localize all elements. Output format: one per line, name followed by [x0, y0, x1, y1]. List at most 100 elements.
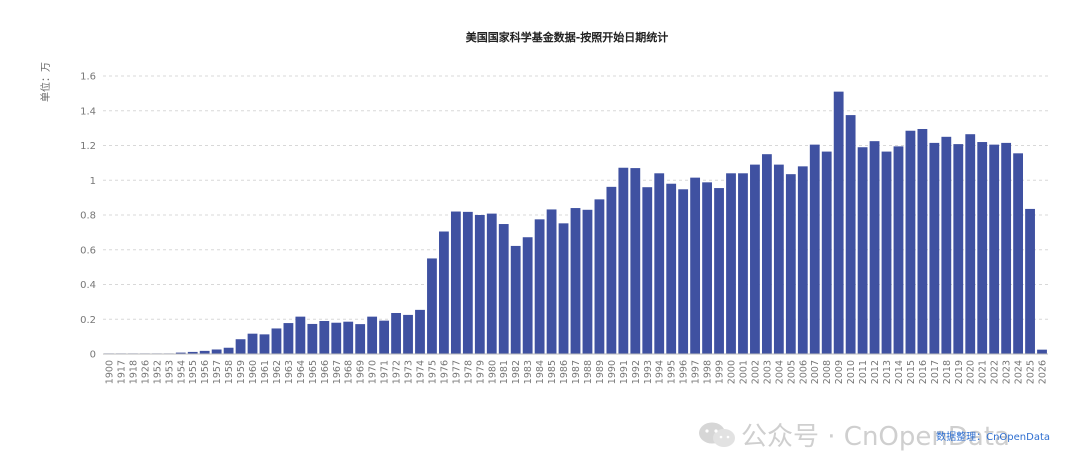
bar — [510, 245, 521, 354]
bar — [654, 173, 665, 354]
bar — [343, 321, 354, 354]
chart-title: 美国国家科学基金数据-按照开始日期统计 — [466, 30, 669, 44]
source-link[interactable]: 数据整理：CnOpenData — [936, 432, 1050, 443]
x-tick-label: 2015 — [906, 360, 917, 384]
bar — [678, 189, 689, 354]
x-tick-label: 1984 — [535, 360, 546, 384]
x-tick-label: 1918 — [128, 360, 139, 384]
bar — [833, 91, 844, 354]
x-tick-label: 2004 — [774, 360, 785, 384]
x-tick-label: 2018 — [942, 360, 953, 384]
x-tick-label: 1956 — [200, 360, 211, 384]
y-tick-label: 1.4 — [80, 106, 96, 117]
bar — [857, 147, 868, 354]
y-tick-label: 0.4 — [80, 280, 96, 291]
bar — [977, 142, 988, 354]
x-tick-label: 1973 — [404, 360, 415, 384]
bar — [929, 142, 940, 354]
y-tick-label: 0.8 — [80, 211, 96, 222]
x-tick-label: 1988 — [583, 360, 594, 384]
bar — [893, 146, 904, 354]
x-tick-label: 1992 — [631, 360, 642, 384]
x-tick-label: 2022 — [990, 360, 1001, 384]
bar — [1013, 153, 1023, 354]
x-tick-label: 1995 — [667, 360, 678, 384]
x-tick-label: 1982 — [511, 360, 522, 384]
x-tick-label: 2017 — [930, 360, 941, 384]
y-tick-label: 0.6 — [80, 245, 96, 256]
bars — [104, 91, 1047, 354]
x-tick-label: 2014 — [894, 360, 905, 384]
bar — [355, 324, 366, 354]
x-tick-label: 1999 — [715, 360, 726, 384]
x-tick-label: 1972 — [392, 360, 403, 384]
x-tick-label: 2016 — [918, 360, 929, 384]
bar — [809, 144, 820, 354]
bar — [379, 320, 390, 354]
bar — [726, 173, 736, 354]
x-tick-label: 2007 — [810, 360, 821, 384]
x-tick-label: 2019 — [954, 360, 965, 384]
bar — [199, 350, 210, 354]
bar — [917, 128, 928, 354]
bar — [690, 177, 701, 354]
bar — [1025, 208, 1035, 354]
bar — [474, 215, 485, 354]
x-tick-label: 1954 — [176, 360, 187, 384]
x-tick-label: 2013 — [882, 360, 893, 384]
bar — [271, 328, 282, 354]
x-tick-label: 1959 — [236, 360, 247, 384]
x-tick-label: 2024 — [1014, 360, 1025, 384]
bar — [821, 151, 832, 354]
x-tick-label: 1975 — [427, 360, 438, 384]
x-tick-label: 1926 — [140, 360, 151, 384]
bar — [618, 167, 629, 354]
x-tick-label: 2023 — [1002, 360, 1013, 384]
x-tick-label: 1976 — [439, 360, 450, 384]
bar — [941, 136, 952, 354]
bar — [450, 211, 461, 354]
bar — [773, 164, 784, 354]
x-tick-label: 1962 — [272, 360, 283, 384]
bar — [211, 349, 222, 354]
x-tick-label: 2020 — [966, 360, 977, 384]
x-tick-label: 1900 — [104, 360, 115, 384]
x-tick-label: 2009 — [834, 360, 845, 384]
x-tick-label: 1994 — [655, 360, 666, 384]
x-tick-label: 1960 — [248, 360, 259, 384]
bar — [283, 323, 294, 354]
bar — [259, 334, 270, 354]
bar — [427, 258, 437, 354]
x-tick-label: 1964 — [296, 360, 307, 384]
bar — [522, 237, 533, 354]
x-tick-label: 1998 — [703, 360, 714, 384]
y-tick-label: 0.2 — [80, 315, 96, 326]
bar — [750, 164, 760, 354]
y-tick-label: 1 — [90, 176, 96, 187]
x-tick-label: 2002 — [750, 360, 761, 384]
x-tick-label: 2011 — [858, 360, 869, 384]
bar — [319, 320, 330, 354]
watermark-text: 公众号 · CnOpenData — [741, 422, 1010, 452]
bar — [391, 312, 401, 354]
x-tick-label: 1979 — [475, 360, 486, 384]
bar — [367, 316, 378, 354]
bar — [965, 134, 976, 354]
bar — [702, 182, 712, 354]
x-tick-label: 1991 — [619, 360, 630, 384]
bar — [415, 309, 425, 354]
x-tick-label: 1952 — [152, 360, 163, 384]
y-tick-label: 1.6 — [80, 72, 96, 83]
x-tick-label: 2003 — [762, 360, 773, 384]
bar — [175, 352, 186, 354]
bar — [295, 316, 306, 354]
x-tick-label: 2021 — [978, 360, 989, 384]
bar — [606, 186, 617, 354]
x-tick-label: 2000 — [727, 360, 738, 384]
x-tick-label: 1970 — [368, 360, 379, 384]
x-axis-ticks: 1900 1917 1918 1926 1952 1953 1954 1955 1956 1957… — [104, 360, 1048, 384]
bar — [570, 208, 581, 354]
wechat-icon — [699, 422, 735, 447]
x-tick-label: 1993 — [643, 360, 654, 384]
bar — [761, 154, 772, 354]
